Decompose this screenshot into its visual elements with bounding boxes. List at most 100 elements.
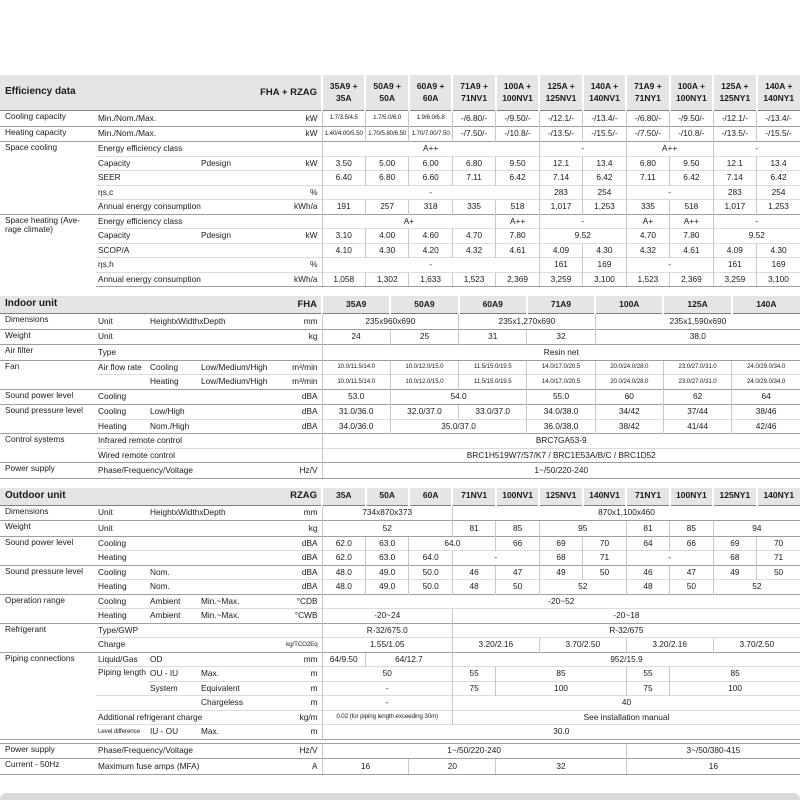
row-label: Min.~Max. bbox=[199, 593, 250, 609]
spec-cell: 169 bbox=[756, 257, 800, 272]
column-header: 100NV1 bbox=[494, 487, 540, 506]
row-label: Min./Nom./Max. bbox=[96, 110, 250, 126]
spec-cell: 6.42 bbox=[669, 170, 714, 185]
table-row: Sound power level Cooling dBA 53.0 54.0 55.0 6… bbox=[0, 388, 800, 405]
spec-cell: 14.0/17.0/20.5 bbox=[526, 359, 596, 375]
row-label: Unit bbox=[96, 504, 148, 521]
spec-cell: 161 bbox=[712, 257, 757, 272]
column-header: 125A + 125NV1 bbox=[538, 75, 583, 111]
spec-cell: -/10.8/- bbox=[495, 125, 540, 142]
spec-cell: 9.52 bbox=[538, 228, 627, 243]
column-header: 100A + 100NY1 bbox=[668, 75, 714, 111]
spec-cell: 1.55/1.05 bbox=[321, 637, 453, 652]
row-label: Maximum fuse amps (MFA) bbox=[96, 758, 250, 775]
spec-cell: 85 bbox=[495, 666, 627, 681]
row-label: Unit bbox=[96, 520, 250, 536]
spec-cell: 1~/50/220-240 bbox=[321, 462, 800, 479]
spec-cell: 4.00 bbox=[364, 228, 409, 243]
group-label: Space heating (Ave- rage climate) bbox=[0, 213, 96, 287]
unit-label bbox=[250, 242, 323, 258]
table-row: Refrigerant Type/GWP R-32/675.0 R-32/675 bbox=[0, 622, 800, 652]
spec-table-efficiency: Efficiency data FHA + RZAG 35A9 + 35A 50A9 … bbox=[0, 75, 800, 287]
unit-label: mm bbox=[250, 504, 323, 521]
spec-cell: 40 bbox=[451, 695, 800, 710]
group-label: Current - 50Hz bbox=[0, 758, 96, 775]
spec-cell: 75 bbox=[625, 680, 670, 696]
group-label: Space cooling bbox=[0, 141, 96, 214]
spec-cell: 3,100 bbox=[582, 271, 627, 287]
spec-cell: 1,523 bbox=[451, 271, 496, 287]
table-row: Piping length OU - IU Max. m 50 55 85 55 85 bbox=[0, 666, 800, 696]
unit-label: mm bbox=[250, 313, 323, 329]
column-header: 71NV1 bbox=[451, 487, 496, 506]
table-row: Current - 50Hz Maximum fuse amps (MFA) A 16… bbox=[0, 758, 800, 775]
table-row: Annual energy consumption kWh/a 1,058 1,302… bbox=[0, 271, 800, 287]
row-label bbox=[96, 695, 148, 710]
unit-label: kg/m bbox=[250, 709, 323, 725]
spec-cell: 6.00 bbox=[408, 155, 453, 171]
column-header: 100A bbox=[594, 296, 664, 314]
spec-cell: 1,302 bbox=[364, 271, 409, 287]
row-label: Min.~Max. bbox=[199, 608, 250, 623]
spec-cell: 3,100 bbox=[756, 271, 800, 287]
spec-cell: 4.30 bbox=[756, 242, 800, 258]
spec-cell: 283 bbox=[712, 184, 757, 200]
spec-cell: 235x1,270x690 bbox=[458, 313, 596, 329]
row-label: Cooling bbox=[148, 359, 199, 375]
row-label: SEER bbox=[96, 170, 250, 185]
spec-cell: 254 bbox=[582, 184, 627, 200]
spec-cell: R-32/675.0 bbox=[321, 622, 453, 638]
row-label: Liquid/Gas bbox=[96, 651, 148, 667]
spec-cell: 37/44 bbox=[662, 404, 732, 419]
table-row: Dimensions Unit HeightxWidthxDepth mm 734x87… bbox=[0, 504, 800, 521]
table-row: Dimensions Unit HeightxWidthxDepth mm 235x96… bbox=[0, 313, 800, 329]
row-label: Chargeless bbox=[199, 695, 250, 710]
spec-cell: R-32/675 bbox=[451, 622, 800, 638]
spec-cell: 6.60 bbox=[408, 170, 453, 185]
spec-cell: -/6.80/- bbox=[625, 110, 670, 126]
row-label: IU - OU bbox=[148, 724, 199, 739]
spec-cell: 23.0/27.0/31.0 bbox=[662, 374, 732, 389]
spec-cell: 7.11 bbox=[451, 170, 496, 185]
spec-cell: -/13.4/- bbox=[756, 110, 800, 126]
spec-table-outdoor: Outdoor unit RZAG 35A 50A 60A 71NV1 100NV1 125N… bbox=[0, 487, 800, 775]
spec-cell: 10.0/11.5/14.0 bbox=[321, 374, 391, 389]
spec-cell: 3.10 bbox=[321, 228, 366, 243]
spec-cell: 16 bbox=[321, 758, 409, 775]
spec-cell: 64/12.7 bbox=[365, 651, 453, 667]
row-label: System bbox=[148, 680, 199, 696]
spec-cell: 64.0 bbox=[408, 550, 453, 565]
unit-label: mm bbox=[250, 651, 323, 667]
row-label: Nom. bbox=[148, 564, 250, 580]
row-label: Phase/Frequency/Voltage bbox=[96, 462, 250, 479]
row-label: Type/GWP bbox=[96, 622, 250, 638]
spec-cell: A++ bbox=[669, 213, 714, 229]
column-header: 140A bbox=[730, 296, 800, 314]
table-row: Additional refrigerant charge kg/m 0.02 (f… bbox=[0, 709, 800, 725]
column-header: 125A bbox=[662, 296, 732, 314]
spec-cell: 52 bbox=[538, 579, 627, 594]
unit-label bbox=[250, 213, 323, 229]
spec-cell: 66 bbox=[669, 535, 714, 551]
spec-cell: 48.0 bbox=[321, 579, 366, 594]
table-row: System Equivalent m -75 100 75 100 bbox=[0, 680, 800, 696]
spec-cell: 257 bbox=[364, 199, 409, 214]
unit-label: kW bbox=[250, 110, 323, 126]
row-label: Heating bbox=[96, 550, 250, 565]
page-bottom-band bbox=[0, 793, 800, 800]
section-header-left: Efficiency data FHA + RZAG bbox=[0, 75, 323, 111]
spec-cell: 48 bbox=[625, 579, 670, 594]
spec-cell: 3,259 bbox=[538, 271, 583, 287]
spec-cell: 25 bbox=[389, 328, 459, 345]
table-row: Power supply Phase/Frequency/Voltage Hz/V 1… bbox=[0, 742, 800, 759]
spec-cell: 3.70/2.50 bbox=[712, 637, 800, 652]
spec-cell: 32.0/37.0 bbox=[389, 404, 459, 419]
spec-cell: 1,253 bbox=[756, 199, 800, 214]
spec-cell: 3,259 bbox=[712, 271, 757, 287]
spec-cell: - bbox=[712, 141, 800, 156]
section-header-row: Indoor unit FHA 35A9 50A9 60A9 71A9 100A 125A 14… bbox=[0, 296, 800, 314]
unit-label: m bbox=[250, 666, 323, 681]
table-row: Space cooling Energy efficiency class A++ -… bbox=[0, 141, 800, 214]
spec-cell: 55 bbox=[451, 666, 496, 681]
spec-cell: 11.5/15.0/19.5 bbox=[458, 374, 527, 389]
